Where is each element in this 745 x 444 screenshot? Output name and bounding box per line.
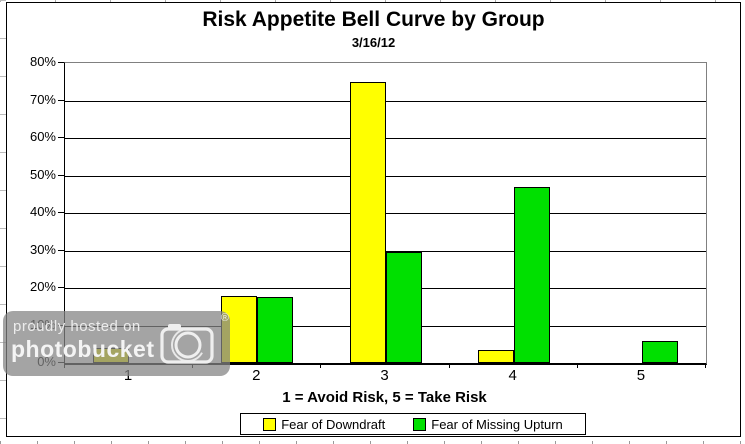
y-tick-label: 30% xyxy=(29,241,56,257)
spreadsheet-edge-marks-bottom xyxy=(0,441,745,444)
y-tick-label: 70% xyxy=(29,91,56,107)
y-tick xyxy=(58,137,64,138)
y-tick xyxy=(58,99,64,101)
y-tick-label: 60% xyxy=(29,129,56,144)
legend-entry: Fear of Missing Upturn xyxy=(413,417,563,432)
spreadsheet-edge-marks-top xyxy=(0,0,745,2)
bar xyxy=(349,81,386,363)
chart-title: Risk Appetite Bell Curve by Group xyxy=(202,8,545,31)
y-tick xyxy=(58,174,64,176)
legend-label: Fear of Missing Upturn xyxy=(431,416,563,432)
gridline xyxy=(65,213,706,214)
legend-swatch xyxy=(413,417,427,431)
y-tick-label: 20% xyxy=(29,279,56,294)
legend-swatch xyxy=(263,417,277,431)
bar xyxy=(641,340,678,363)
y-tick-label: 50% xyxy=(29,166,56,182)
watermark-text-line2: photobucket xyxy=(11,336,155,362)
y-tick xyxy=(58,62,64,63)
registered-trademark-icon: ® xyxy=(220,312,229,324)
y-tick-label: 80% xyxy=(29,54,56,69)
gridline xyxy=(65,175,706,177)
spreadsheet-edge-marks-left xyxy=(0,0,6,444)
x-tick-label: 4 xyxy=(508,367,517,384)
x-tick-label: 5 xyxy=(636,367,646,384)
y-tick xyxy=(58,249,64,251)
x-tick-label: 2 xyxy=(252,367,261,384)
y-tick xyxy=(58,212,64,213)
camera-icon xyxy=(160,324,214,364)
x-tick-label: 3 xyxy=(380,367,389,384)
x-tick xyxy=(448,364,450,368)
bar xyxy=(257,297,294,363)
x-tick xyxy=(705,364,706,368)
x-axis-title: 1 = Avoid Risk, 5 = Take Risk xyxy=(282,389,487,406)
bar xyxy=(513,186,550,363)
x-tick xyxy=(576,364,578,368)
legend-entry: Fear of Downdraft xyxy=(263,417,385,432)
x-tick xyxy=(320,364,322,368)
y-tick xyxy=(58,287,64,288)
bar xyxy=(385,252,422,363)
chart-subtitle: 3/16/12 xyxy=(351,35,396,50)
watermark-text-line1: proudly hosted on xyxy=(13,318,141,335)
y-tick-label: 40% xyxy=(29,204,56,219)
legend-label: Fear of Downdraft xyxy=(281,416,386,432)
bar xyxy=(477,349,514,363)
gridline xyxy=(65,250,706,252)
gridline xyxy=(65,138,706,139)
photobucket-watermark: proudly hosted on photobucket ® xyxy=(3,311,230,376)
gridline xyxy=(65,100,706,102)
legend: Fear of Downdraft Fear of Missing Upturn xyxy=(240,413,586,435)
